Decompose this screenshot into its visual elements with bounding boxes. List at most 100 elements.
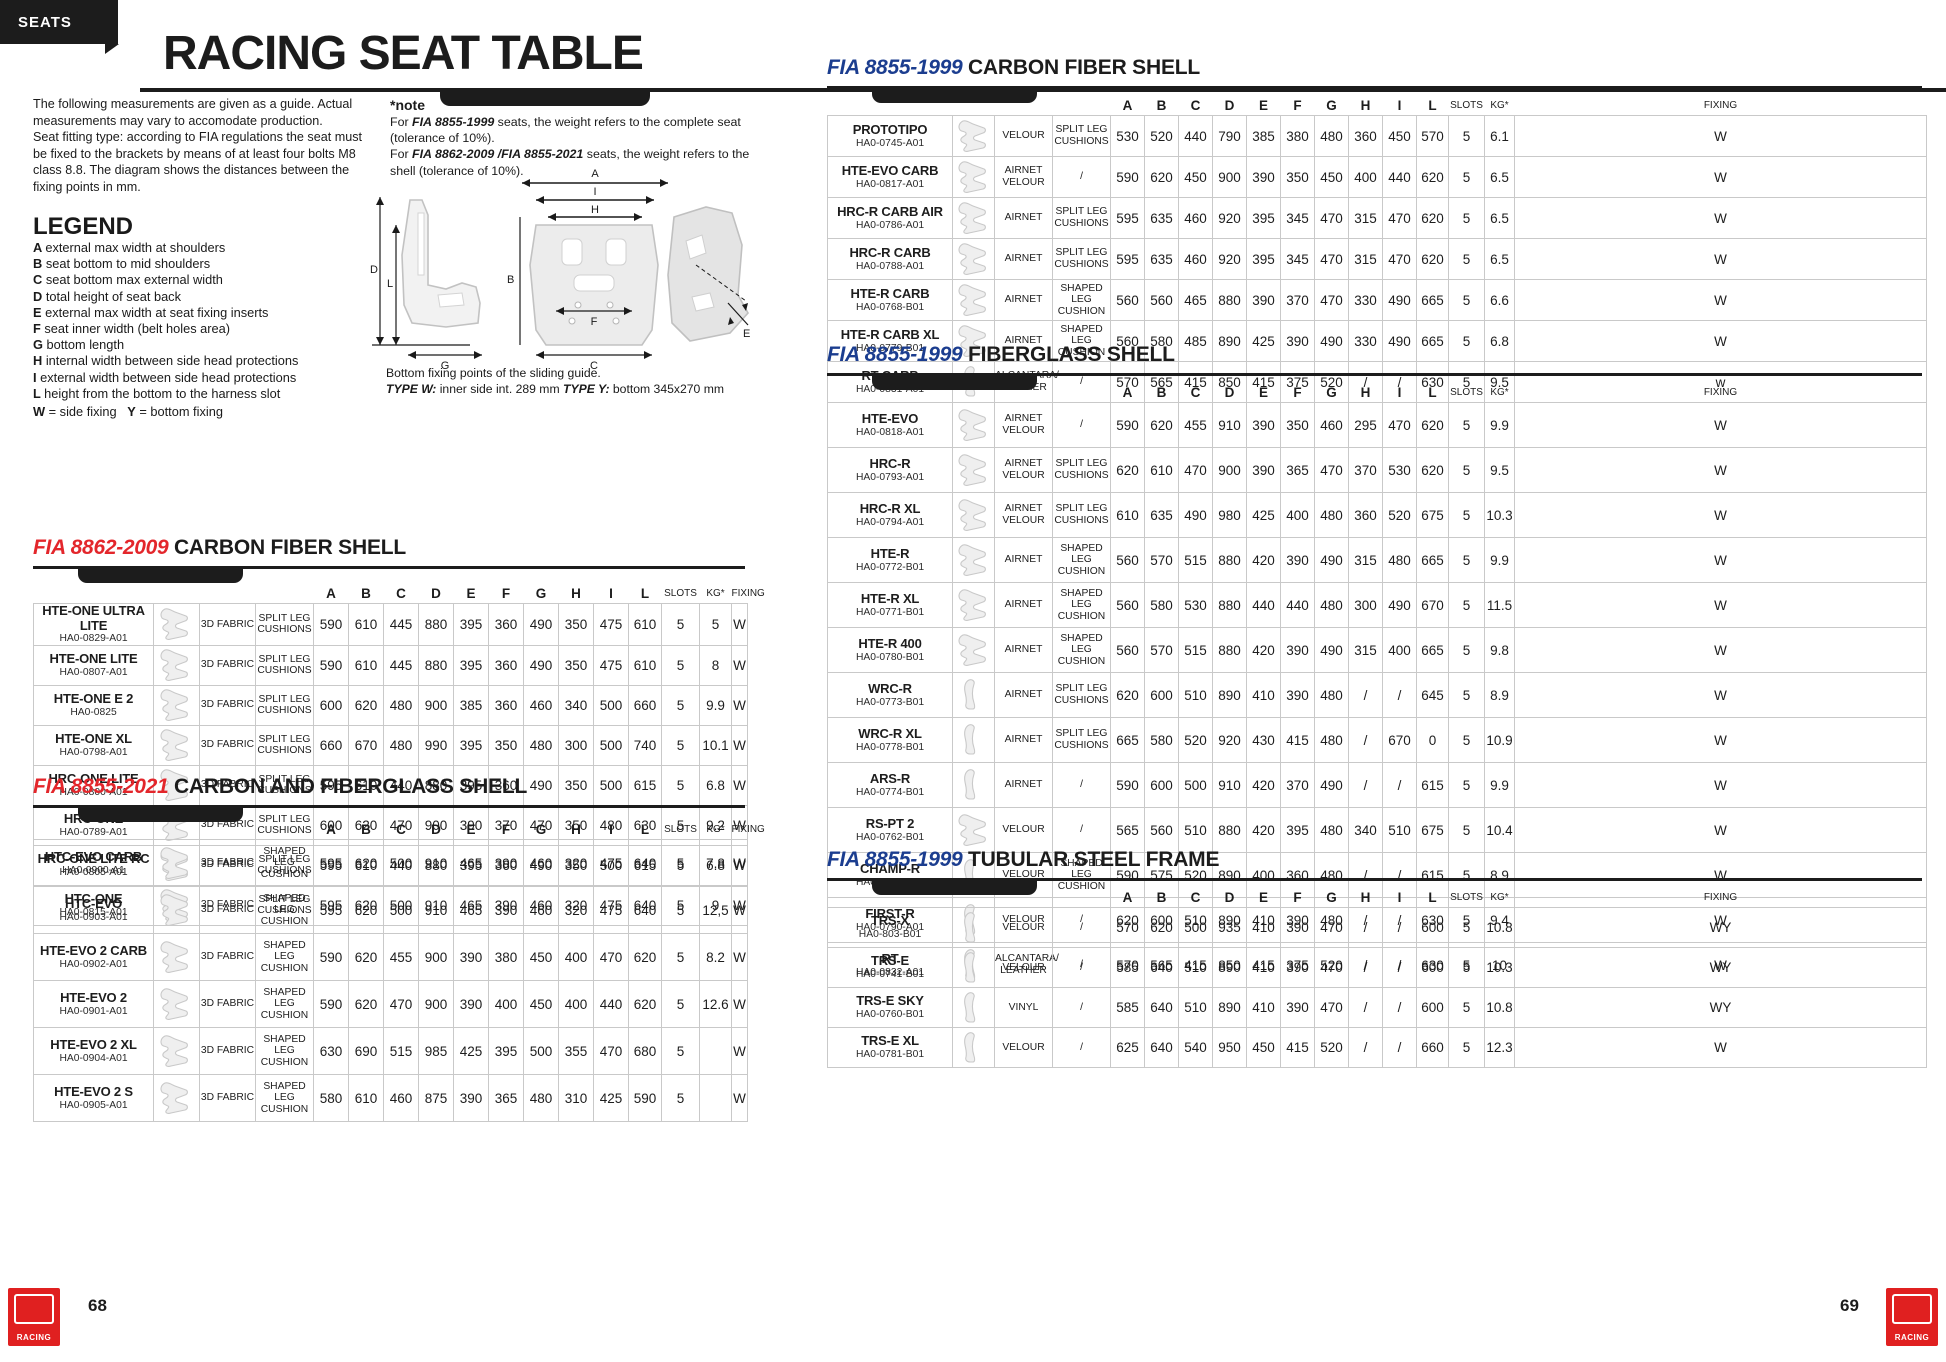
cell-model: HTC-EVO HA0-0903-A01 — [33, 886, 154, 934]
cell-material: 3D FABRIC — [199, 886, 256, 934]
cell-l: 680 — [628, 1027, 662, 1075]
table-row[interactable]: HTE-EVO CARB HA0-0817-A01 AIRNET VELOUR/59… — [827, 156, 1927, 198]
cell-material: AIRNET VELOUR — [994, 447, 1053, 493]
cell-h: / — [1348, 907, 1383, 948]
table-row[interactable]: HRC-R CARB HA0-0788-A01 AIRNET SPLIT LEG CU… — [827, 238, 1927, 280]
cell-f: 415 — [1280, 1027, 1315, 1068]
cell-c: 510 — [1178, 672, 1213, 718]
car-icon — [14, 1294, 54, 1324]
model-code: HA0-0818-A01 — [855, 426, 925, 438]
cell-l: 665 — [1416, 320, 1449, 362]
table-row[interactable]: RS-PT 2 HA0-0762-B01 VELOUR/565 560 510 880 42… — [827, 807, 1927, 853]
cell-g: 470 — [523, 804, 559, 846]
table-row[interactable]: HTE-EVO HA0-0818-A01 AIRNET VELOUR/590 620 4… — [827, 402, 1927, 448]
cell-d: 880 — [1212, 582, 1247, 628]
cell-slots: 5 — [1448, 361, 1485, 403]
table-row[interactable]: HTC-EVO HA0-0903-A01 3D FABRIC SHAPED LEG C… — [33, 886, 748, 934]
legend-item-e: E external max width at seat fixing inse… — [33, 305, 363, 321]
th-mat-col — [200, 586, 256, 604]
model-code: HA0-0786-A01 — [855, 219, 925, 231]
cell-e: 420 — [1246, 537, 1281, 583]
seat-table-tubular-8855-1999: A B C D E F G H I L SLOTS KG* FIXING TRS-X HA0-803-B01… — [827, 890, 1927, 1068]
th-cush-col — [256, 822, 314, 840]
table-row[interactable]: HRC-R CARB AIR HA0-0786-A01 AIRNET SPLIT LE… — [827, 197, 1927, 239]
table-row[interactable]: HTE-R XL HA0-0771-B01 AIRNET SHAPED LEG CUS… — [827, 582, 1927, 628]
table-row[interactable]: HTE-R CARB XL HA0-0779-B01 AIRNET SHAPED LE… — [827, 320, 1927, 362]
cell-slots: 5 — [1448, 156, 1485, 198]
cell-h: 350 — [558, 603, 594, 646]
cell-cushion: SPLIT LEG CUSHIONS — [1052, 492, 1111, 538]
cell-c: 540 — [1178, 1027, 1213, 1068]
table-row[interactable]: PROTOTIPO HA0-0745-A01 VELOUR SPLIT LEG CUS… — [827, 115, 1927, 157]
cell-fixing: W — [731, 933, 748, 981]
cell-cushion: SHAPED LEG CUSHION — [1052, 582, 1111, 628]
table-row[interactable]: TRS-E SKY HA0-0760-B01 VINYL/585 640 510 890 4… — [827, 987, 1927, 1028]
cell-cushion: SPLIT LEG CUSHIONS — [255, 724, 314, 766]
table-row[interactable]: HTE-R HA0-0772-B01 AIRNET SHAPED LEG CUSHIO… — [827, 537, 1927, 583]
section-heading-tubular-8855-1999: FIA 8855-1999 TUBULAR STEEL FRAME — [827, 848, 1219, 872]
cell-g: 500 — [523, 1027, 559, 1075]
cell-d: 935 — [1212, 907, 1247, 948]
table-row[interactable]: HTE-EVO 2 HA0-0901-A01 3D FABRIC SHAPED LEG… — [33, 980, 748, 1028]
table-row[interactable]: WRC-R XL HA0-0778-B01 AIRNET SPLIT LEG CUSH… — [827, 717, 1927, 763]
cell-slots: 5 — [1448, 238, 1485, 280]
cell-slots: 5 — [661, 933, 700, 981]
cell-cushion: SHAPED LEG CUSHION — [255, 980, 314, 1028]
table-row[interactable]: HTE-EVO 2 XL HA0-0904-A01 3D FABRIC SHAPED … — [33, 1027, 748, 1075]
cell-l: 0 — [1416, 717, 1449, 763]
cell-material: 3D FABRIC — [199, 980, 256, 1028]
cell-c: 510 — [1178, 987, 1213, 1028]
cell-cushion: / — [1052, 156, 1111, 198]
table-row[interactable]: HTE-R CARB HA0-0768-B01 AIRNET SHAPED LEG C… — [827, 279, 1927, 321]
cell-h: 330 — [1348, 279, 1383, 321]
cell-e: 440 — [1246, 582, 1281, 628]
seat-shell-icon — [159, 1035, 188, 1067]
table-row[interactable]: TRS-E XL HA0-0781-B01 VELOUR/625 640 540 950 4… — [827, 1027, 1927, 1068]
model-code: HA0-0772-B01 — [855, 561, 925, 573]
table-row[interactable]: HRC-R XL HA0-0794-A01 AIRNET VELOUR SPLIT L… — [827, 492, 1927, 538]
cell-f: 370 — [1280, 762, 1315, 808]
table-row[interactable]: HTE-EVO 2 S HA0-0905-A01 3D FABRIC SHAPED L… — [33, 1074, 748, 1122]
cell-g: 480 — [1314, 672, 1349, 718]
cell-material: AIRNET — [994, 197, 1053, 239]
th-c: C — [396, 822, 406, 837]
cell-model: HRC-R CARB AIR HA0-0786-A01 — [827, 197, 953, 239]
cell-e: 390 — [1246, 447, 1281, 493]
table-row[interactable]: HTE-ONE E 2 HA0-0825 3D FABRIC SPLIT LEG CU… — [33, 684, 748, 726]
table-row[interactable]: TRS-X HA0-803-B01 VELOUR/570 620 500 935 410 39… — [827, 907, 1927, 948]
car-icon — [1892, 1294, 1932, 1324]
table-row[interactable]: ARS-R HA0-0774-B01 AIRNET/590 600 500 910 420 3… — [827, 762, 1927, 808]
cell-i: 470 — [1382, 238, 1417, 280]
bottom-fixing-types: TYPE W: inner side int. 289 mm TYPE Y: b… — [386, 381, 724, 396]
table-row[interactable]: HTE-R 400 HA0-0780-B01 AIRNET SHAPED LEG CU… — [827, 627, 1927, 673]
th-e: E — [1258, 385, 1268, 400]
cell-c: 510 — [1178, 807, 1213, 853]
cell-e: 395 — [453, 724, 489, 766]
svg-text:H: H — [591, 204, 599, 216]
model-name: HTE-ONE ULTRA LITE — [42, 603, 145, 633]
table-row[interactable]: HTE-ONE XL HA0-0798-A01 3D FABRIC SPLIT LEG… — [33, 724, 748, 766]
cell-i: 510 — [1382, 807, 1417, 853]
cell-model: HTE-R HA0-0772-B01 — [827, 537, 953, 583]
cell-fixing: WY — [1514, 987, 1927, 1028]
cell-i: 520 — [1382, 492, 1417, 538]
th-e: E — [466, 586, 476, 601]
table-row[interactable]: HTE-EVO 2 CARB HA0-0902-A01 3D FABRIC SHAPE… — [33, 933, 748, 981]
cell-b: 610 — [348, 1074, 384, 1122]
table-row[interactable]: TRS-E HA0-0741-B01 VELOUR/585 640 510 890 410 3… — [827, 947, 1927, 988]
model-code: HA0-0903-A01 — [59, 911, 128, 923]
seat-measurement-diagram: A I H D L G — [350, 155, 760, 385]
cell-g: 480 — [523, 1074, 559, 1122]
cell-seat-image — [952, 402, 995, 448]
cell-seat-image — [952, 627, 995, 673]
table-row[interactable]: HRC-R HA0-0793-A01 AIRNET VELOUR SPLIT LEG … — [827, 447, 1927, 493]
table-row[interactable]: HTC-EVO CARB HA0-0900-A1 3D FABRIC SHAPED L… — [33, 839, 748, 887]
cell-i: 500 — [593, 724, 629, 766]
table-row[interactable]: HTE-ONE ULTRA LITE HA0-0829-A01 3D FABRIC S… — [33, 603, 748, 646]
table-row[interactable]: HRC-ONE LITE HA0-0800-A01 3D FABRIC SPLIT L… — [33, 764, 748, 806]
table-row[interactable]: WRC-R HA0-0773-B01 AIRNET SPLIT LEG CUSHION… — [827, 672, 1927, 718]
table-row[interactable]: HTE-ONE LITE HA0-0807-A01 3D FABRIC SPLIT L… — [33, 644, 748, 686]
